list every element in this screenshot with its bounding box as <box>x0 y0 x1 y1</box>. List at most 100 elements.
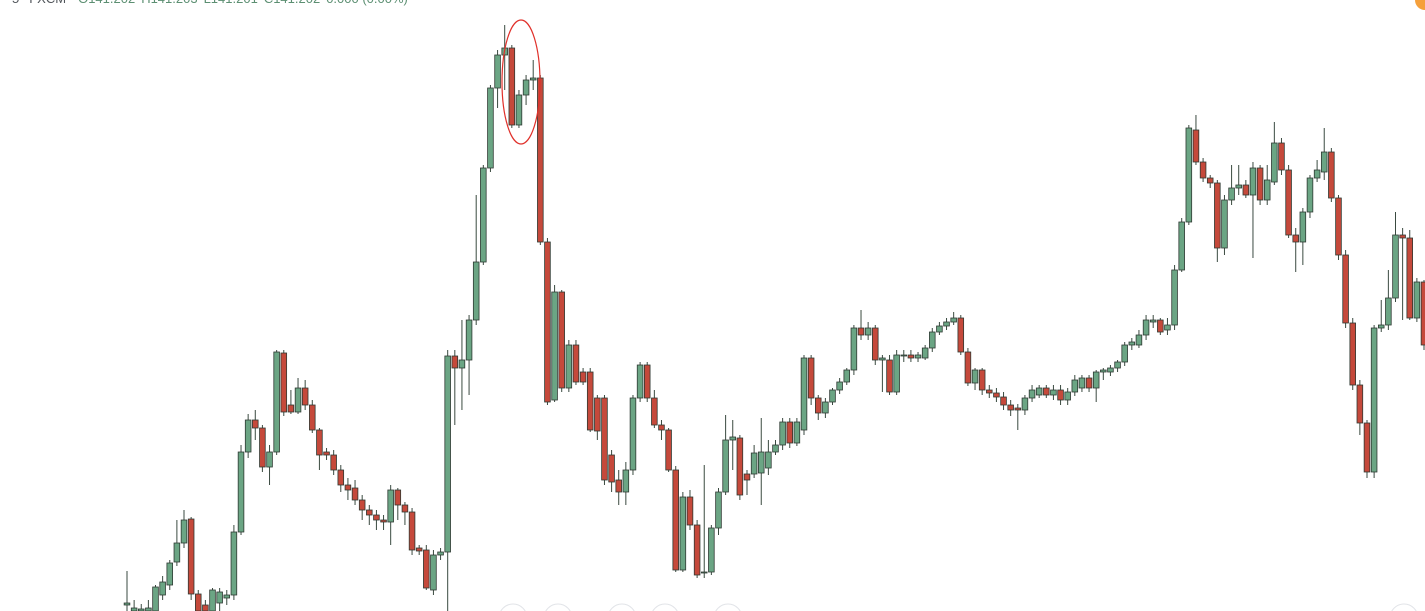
candle-body <box>1021 397 1029 411</box>
candle-body <box>351 487 359 501</box>
candle-body <box>950 317 957 323</box>
candle-body <box>1171 269 1178 326</box>
candle-body <box>529 77 537 81</box>
candle-body <box>408 511 416 551</box>
candle-body <box>957 317 965 353</box>
candle-body <box>1014 407 1022 411</box>
candle-body <box>1157 319 1164 333</box>
candle-body <box>743 473 751 481</box>
candle-body <box>216 591 223 604</box>
candle-body <box>1121 344 1128 363</box>
candle-body <box>366 509 373 516</box>
candle-body <box>1078 377 1086 389</box>
candle-body <box>686 496 694 526</box>
candle-body <box>1228 187 1235 201</box>
candle-body <box>1149 319 1157 323</box>
candle-body <box>515 94 523 126</box>
candle-body <box>757 451 765 474</box>
candle-body <box>1192 129 1200 163</box>
candle-body <box>294 387 302 413</box>
toolbar-button[interactable] <box>608 603 636 611</box>
candle-body <box>700 571 708 574</box>
candle-body <box>736 437 744 496</box>
candle-body <box>1342 254 1349 324</box>
candle-body <box>1092 371 1100 389</box>
candles <box>123 25 1425 611</box>
legend-item: L141.201 <box>204 0 258 6</box>
candle-body <box>1299 211 1307 243</box>
candle-body <box>921 347 929 359</box>
toolbar-button[interactable] <box>651 603 679 611</box>
candle-body <box>551 291 558 401</box>
toolbar-button[interactable] <box>499 603 527 611</box>
candle-body <box>544 241 551 403</box>
candle-body <box>636 364 644 399</box>
candle-body <box>1000 396 1007 406</box>
candle-body <box>1249 167 1257 196</box>
candle-body <box>273 351 280 453</box>
candle-body <box>287 404 295 413</box>
candle-body <box>793 421 801 444</box>
candle-body <box>1313 169 1321 179</box>
candle-body <box>209 589 216 611</box>
candle-body <box>387 489 394 523</box>
candle-body <box>1320 151 1328 173</box>
candle-body <box>301 387 309 406</box>
candle-body <box>615 479 622 493</box>
candle-body <box>658 424 665 431</box>
candle-body <box>1377 324 1385 329</box>
candle-body <box>1271 142 1278 183</box>
highlight-ellipse <box>501 19 541 145</box>
candle-body <box>522 79 530 96</box>
candle-body <box>323 451 330 456</box>
candle-body <box>1385 297 1392 326</box>
candle-body <box>943 321 950 327</box>
legend-item: C141.202 <box>264 0 320 6</box>
candle-body <box>423 549 430 589</box>
candle-body <box>857 327 865 336</box>
candle-body <box>337 469 345 486</box>
candle-body <box>195 593 202 611</box>
candle-body <box>138 608 145 611</box>
candle-body <box>715 491 722 529</box>
candle-body <box>936 325 943 333</box>
candle-body <box>451 355 459 369</box>
candle-body <box>907 354 915 359</box>
candle-body <box>651 397 658 426</box>
candle-body <box>487 87 494 169</box>
candle-body <box>344 484 352 491</box>
candle-body <box>180 519 188 544</box>
candle-body <box>1420 281 1425 346</box>
toolbar-button[interactable] <box>1390 603 1418 611</box>
candle-body <box>145 607 152 611</box>
candle-body <box>665 429 672 471</box>
user-badge[interactable] <box>1415 0 1425 10</box>
candle-body <box>765 451 772 469</box>
candle-body <box>1100 369 1107 373</box>
candle-body <box>850 327 858 371</box>
candle-body <box>815 397 822 414</box>
candle-body <box>565 344 573 389</box>
candle-body <box>1028 389 1036 399</box>
toolbar-button[interactable] <box>714 603 742 611</box>
legend-text: 5 FXCM O141.202 H141.203 L141.201 C141.202 0.0… <box>12 0 408 6</box>
candle-body <box>187 518 195 595</box>
candle-body <box>929 331 936 349</box>
candle-body <box>244 419 252 453</box>
candle-body <box>1278 142 1285 171</box>
candle-body <box>594 397 601 432</box>
candle-body <box>309 404 316 431</box>
candle-body <box>437 551 444 556</box>
candle-body <box>572 344 580 383</box>
candle-body <box>1370 327 1378 473</box>
candle-body <box>822 401 829 414</box>
candle-body <box>401 504 409 513</box>
toolbar-button[interactable] <box>544 603 572 611</box>
candle-body <box>415 547 423 552</box>
candle-body <box>672 469 679 571</box>
candle-body <box>964 351 972 384</box>
candle-body <box>280 352 288 413</box>
candle-body <box>708 527 715 573</box>
candle-body <box>508 47 516 126</box>
